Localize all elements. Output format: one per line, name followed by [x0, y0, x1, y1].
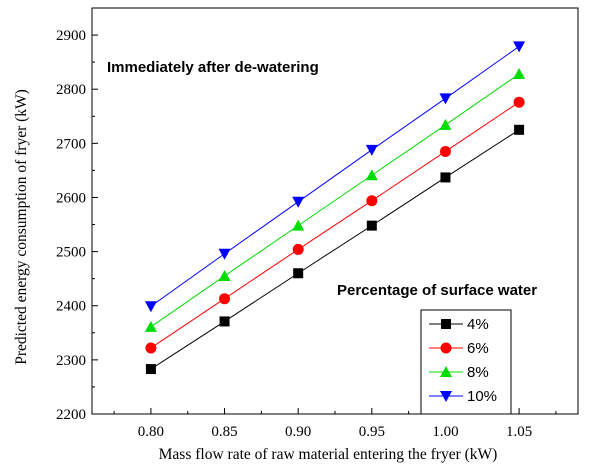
legend-label: 4% [467, 316, 489, 333]
data-point [513, 96, 525, 108]
legend-box [420, 309, 512, 415]
legend-marker [441, 319, 451, 329]
axis-ticks: 0.80 0.85 0.90 0.95 1.00 1.05 2200 2300 2400 2500… [56, 28, 557, 440]
legend-marker [440, 391, 452, 402]
series-line [150, 73, 520, 328]
y-axis-label: Predicted energy consumption of fryer (k… [13, 89, 30, 365]
data-point [439, 93, 452, 105]
series-10pct [144, 41, 526, 313]
x-tick-label: 0.95 [359, 424, 385, 440]
series-line [150, 46, 520, 307]
data-point [440, 172, 451, 183]
y-tick-label: 2200 [56, 407, 86, 423]
x-axis-label: Mass flow rate of raw material entering … [159, 446, 498, 463]
data-point [218, 248, 231, 260]
data-point [144, 301, 157, 313]
data-point [513, 68, 526, 80]
y-tick-label: 2800 [56, 82, 86, 98]
legend-label: 8% [467, 364, 489, 381]
data-point [144, 320, 157, 332]
data-point [365, 144, 378, 156]
legend-label: 10% [467, 388, 497, 405]
series-line [150, 129, 520, 370]
legend: 4% 6% 8% 10% [420, 309, 512, 415]
y-tick-label: 2900 [56, 28, 86, 44]
x-tick-label: 0.85 [211, 424, 237, 440]
y-tick-label: 2500 [56, 245, 86, 261]
data-point [439, 118, 452, 130]
legend-item: 10% [429, 388, 497, 405]
data-point [145, 364, 156, 375]
series-4pct [145, 124, 525, 375]
data-point [366, 220, 377, 231]
series-6pct [145, 96, 525, 354]
legend-label: 6% [467, 340, 489, 357]
y-tick-label: 2400 [56, 299, 86, 315]
x-tick-label: 0.90 [285, 424, 311, 440]
y-tick-label: 2700 [56, 136, 86, 152]
data-point [292, 243, 304, 255]
legend-marker [440, 366, 452, 377]
data-point [366, 195, 378, 207]
series-line [150, 101, 520, 349]
series-group [144, 41, 526, 375]
plot-frame [91, 7, 579, 415]
legend-item: 6% [429, 340, 489, 357]
legend-marker [440, 342, 452, 354]
x-tick-label: 1.05 [506, 424, 532, 440]
data-point [145, 342, 157, 354]
data-point [514, 124, 525, 135]
data-point [439, 145, 451, 157]
data-point [218, 269, 231, 281]
annotation-top: Immediately after de-watering [107, 59, 319, 76]
x-tick-label: 1.00 [432, 424, 458, 440]
x-tick-label: 0.80 [138, 424, 164, 440]
legend-item: 8% [429, 364, 489, 381]
annotation-legend-title: Percentage of surface water [337, 282, 537, 299]
data-point [513, 41, 526, 53]
data-point [365, 169, 378, 181]
y-tick-label: 2600 [56, 190, 86, 206]
data-point [292, 219, 305, 231]
legend-item: 4% [429, 316, 489, 333]
data-point [219, 293, 231, 305]
y-tick-label: 2300 [56, 353, 86, 369]
data-point [292, 196, 305, 208]
data-point [219, 316, 230, 327]
data-point [293, 268, 304, 279]
series-8pct [144, 68, 526, 332]
